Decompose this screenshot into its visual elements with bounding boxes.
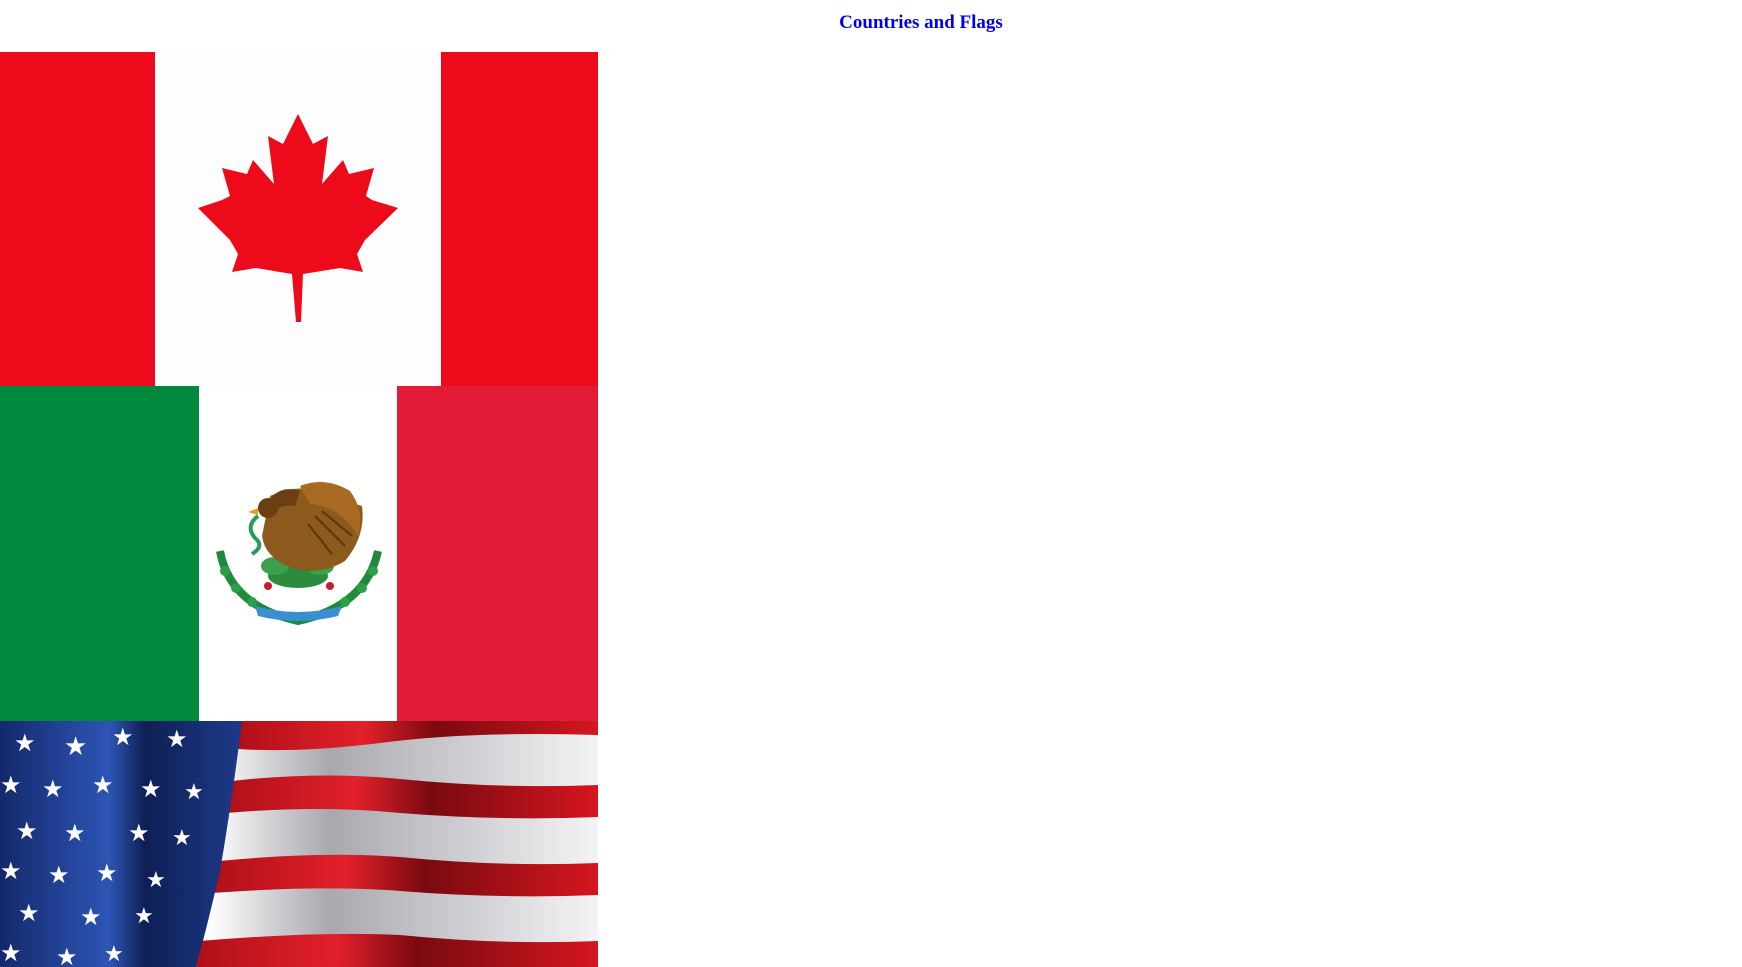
svg-text:★: ★: [80, 903, 102, 931]
page-title: Countries and Flags: [839, 12, 1003, 33]
svg-text:★: ★: [0, 857, 22, 885]
canada-flag-icon: [0, 52, 598, 386]
svg-text:★: ★: [18, 899, 40, 927]
svg-text:★: ★: [64, 732, 87, 762]
svg-text:★: ★: [92, 771, 114, 799]
svg-text:★: ★: [146, 868, 166, 893]
svg-text:★: ★: [64, 819, 86, 847]
svg-text:★: ★: [0, 771, 22, 799]
svg-text:★: ★: [104, 942, 124, 967]
svg-text:★: ★: [184, 780, 204, 805]
svg-text:★: ★: [172, 826, 192, 851]
canada-flag-image: [0, 52, 598, 386]
usa-flag-icon: ★ ★ ★ ★ ★ ★ ★ ★ ★ ★ ★ ★ ★ ★ ★ ★ ★ ★ ★ ★ …: [0, 721, 598, 967]
svg-text:★: ★: [112, 723, 134, 751]
svg-text:★: ★: [48, 861, 70, 889]
svg-text:★: ★: [42, 775, 64, 803]
svg-text:★: ★: [16, 817, 38, 845]
mexico-flag-image: [0, 386, 598, 721]
svg-text:★: ★: [14, 729, 36, 757]
svg-text:★: ★: [140, 775, 162, 803]
svg-text:★: ★: [134, 904, 154, 929]
svg-text:★: ★: [166, 725, 188, 753]
mexico-flag-icon: [0, 386, 598, 721]
page-header: Countries and Flags: [0, 0, 1742, 52]
svg-text:★: ★: [128, 819, 150, 847]
coat-of-arms-icon: [216, 482, 382, 626]
svg-text:★: ★: [56, 943, 78, 967]
svg-text:★: ★: [96, 859, 118, 887]
svg-text:★: ★: [0, 939, 22, 967]
usa-flag-image: ★ ★ ★ ★ ★ ★ ★ ★ ★ ★ ★ ★ ★ ★ ★ ★ ★ ★ ★ ★ …: [0, 721, 598, 967]
